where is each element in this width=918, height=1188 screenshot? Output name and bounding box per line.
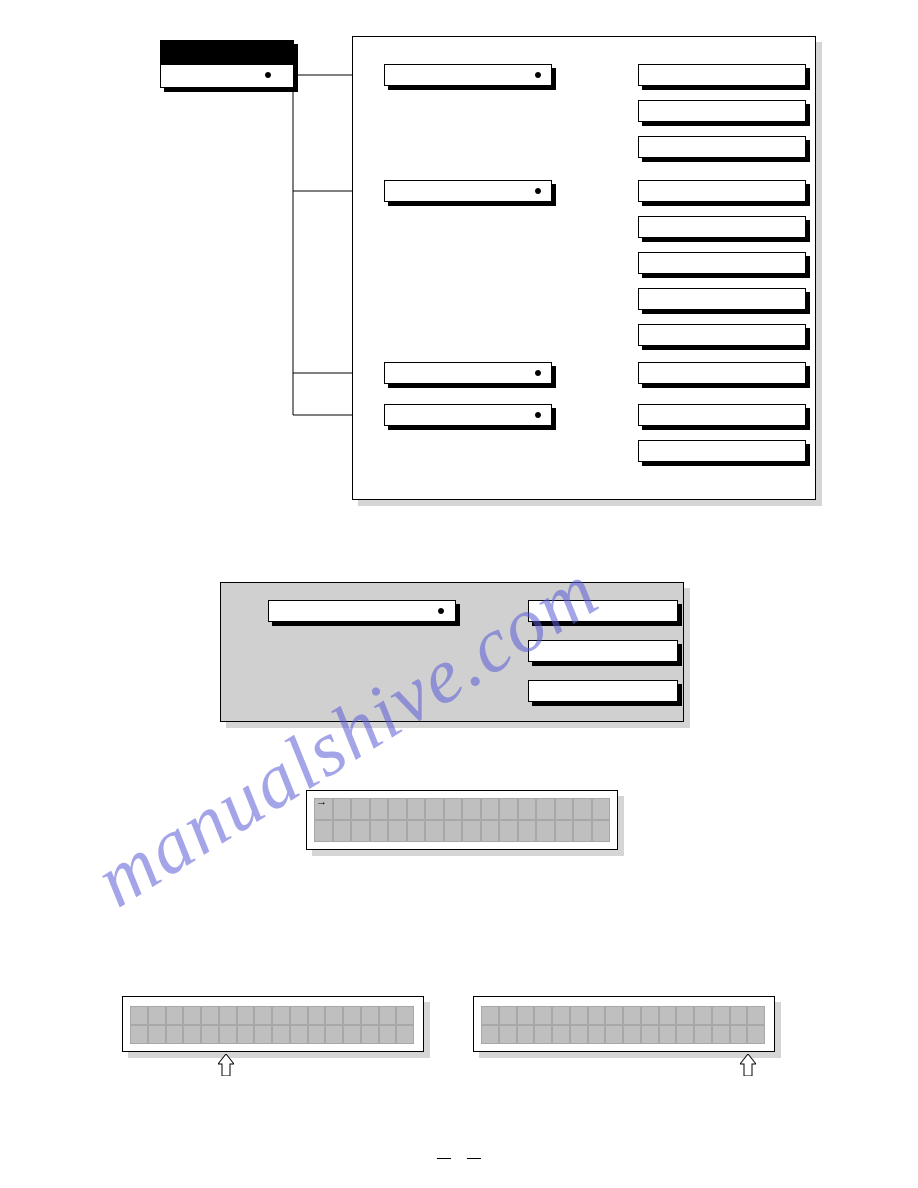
leaf — [638, 362, 806, 384]
root-black — [160, 40, 294, 64]
node-dot — [535, 188, 541, 194]
leaf — [528, 680, 678, 702]
root-white — [160, 64, 294, 88]
leaf — [528, 600, 678, 622]
page: → manualshive.com — [0, 0, 918, 1188]
lcd-grid-2 — [128, 1004, 416, 1046]
lcd-grid-3 — [479, 1004, 767, 1046]
leaf — [638, 324, 806, 346]
leaf — [638, 288, 806, 310]
up-arrow-icon — [218, 1054, 234, 1076]
up-arrow-icon — [740, 1054, 756, 1076]
leaf — [638, 216, 806, 238]
panel2-node — [268, 600, 456, 622]
col2-node — [384, 64, 552, 86]
col2-node — [384, 180, 552, 202]
leaf — [638, 252, 806, 274]
leaf — [638, 136, 806, 158]
node-dot — [535, 72, 541, 78]
leaf — [638, 100, 806, 122]
root-dot — [265, 72, 271, 78]
col2-node — [384, 362, 552, 384]
leaf — [528, 640, 678, 662]
node-dot — [535, 412, 541, 418]
col2-node — [384, 404, 552, 426]
leaf — [638, 440, 806, 462]
node-dot — [535, 370, 541, 376]
lcd-grid-1 — [312, 796, 612, 844]
node-dot — [438, 608, 444, 614]
grid1-arrow-glyph: → — [316, 796, 327, 808]
leaf — [638, 64, 806, 86]
page-number — [434, 1152, 484, 1164]
leaf — [638, 180, 806, 202]
leaf — [638, 404, 806, 426]
